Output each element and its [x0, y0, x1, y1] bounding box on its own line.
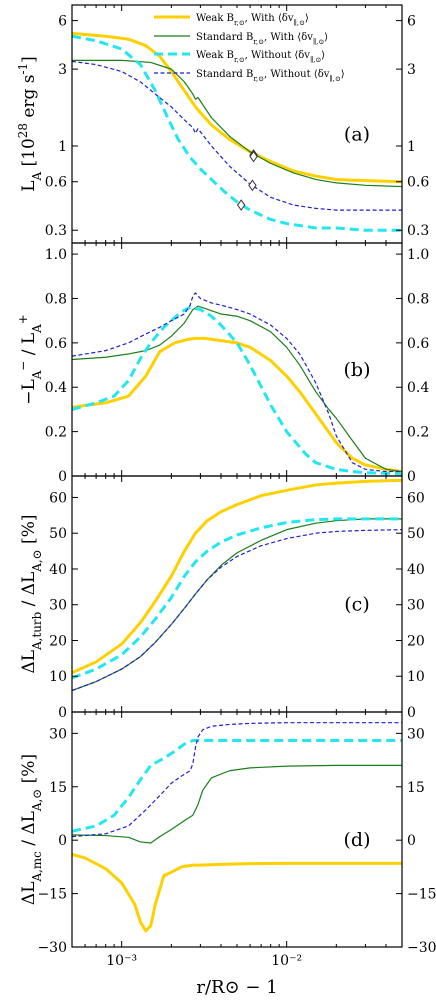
- series-line-std_without: [72, 292, 402, 473]
- panel-label: (c): [344, 594, 369, 616]
- y-axis-label: ΔLA,turb / ΔLA,⊙ [%]: [19, 515, 44, 674]
- y-tick-label-right: 40: [407, 562, 425, 578]
- panel-label: (d): [344, 829, 371, 851]
- series-line-weak_without: [72, 517, 402, 680]
- series-line-std_with: [72, 764, 402, 844]
- y-tick-label-left: 0.6: [45, 336, 67, 352]
- y-tick-label-left: −30: [37, 940, 67, 956]
- y-tick-label-right: 0: [407, 705, 416, 721]
- panel-label: (a): [344, 124, 370, 146]
- y-tick-label-right: 0: [407, 469, 416, 485]
- series-group: [72, 31, 402, 232]
- series-line-weak_without: [72, 305, 402, 476]
- x-tick-label: 10⁻²: [271, 953, 302, 969]
- y-tick-label-left: 40: [49, 562, 67, 578]
- y-tick-label-right: 0.2: [407, 425, 429, 441]
- legend-label: Standard Br,⊙, With ⟨δv∥,⊙⟩: [196, 32, 328, 46]
- series-line-std_with: [72, 59, 402, 188]
- y-tick-label-left: 30: [49, 726, 67, 742]
- legend: Weak Br,⊙, With ⟨δv∥,⊙⟩ Standard Br,⊙, Wi…: [154, 13, 345, 83]
- series-line-std_without: [72, 60, 402, 211]
- y-tick-label-right: −15: [407, 887, 436, 903]
- y-tick-label-left: 15: [49, 780, 67, 796]
- y-tick-label-left: 0: [58, 833, 67, 849]
- y-tick-label-left: 0.4: [45, 380, 67, 396]
- y-axis-label: −LA− / LA+: [16, 314, 44, 405]
- y-tick-label-left: 0.6: [45, 175, 67, 191]
- series-group: [72, 478, 402, 692]
- series-line-std_without: [72, 722, 402, 838]
- legend-item: Weak Br,⊙, Without ⟨δv∥,⊙⟩: [154, 50, 325, 64]
- y-tick-label-right: 0.3: [407, 223, 429, 239]
- y-tick-label-left: 60: [49, 490, 67, 506]
- legend-label: Standard Br,⊙, Without ⟨δv∥,⊙⟩: [196, 69, 345, 83]
- y-tick-label-right: 20: [407, 633, 425, 649]
- legend-label: Weak Br,⊙, With ⟨δv∥,⊙⟩: [196, 13, 309, 27]
- series-line-weak_with: [72, 478, 402, 675]
- y-tick-label-left: 50: [49, 526, 67, 542]
- y-tick-label-left: 1.0: [45, 247, 67, 263]
- y-tick-label-left: 0.2: [45, 425, 67, 441]
- y-tick-label-left: 0.3: [45, 223, 67, 239]
- y-tick-label-right: 3: [407, 62, 416, 78]
- y-tick-label-left: 0: [58, 469, 67, 485]
- panel-b: 0 0 0.2 0.2 0.4 0.4 0.6 0.6 0.8 0.8 1.0 1.0 −LA− / L…: [16, 242, 429, 485]
- panel-d: −30 −30 −15 −15 0 0 15 15 30 30 ΔLA,mc / ΔLA,⊙ [%]…: [19, 711, 436, 956]
- y-tick-label-left: 6: [58, 14, 67, 30]
- x-axis: 10⁻³ 10⁻² r/R⊙ − 1: [106, 953, 302, 998]
- y-tick-label-right: 15: [407, 780, 425, 796]
- legend-label: Weak Br,⊙, Without ⟨δv∥,⊙⟩: [196, 50, 325, 64]
- legend-item: Weak Br,⊙, With ⟨δv∥,⊙⟩: [154, 13, 309, 27]
- x-tick-label: 10⁻³: [106, 953, 137, 969]
- series-line-weak_with: [72, 852, 402, 933]
- y-tick-label-left: 0: [58, 705, 67, 721]
- y-tick-label-right: 0.6: [407, 175, 429, 191]
- y-tick-label-right: 1.0: [407, 247, 429, 263]
- series-line-weak_without: [72, 738, 402, 833]
- marker-diamond: [248, 179, 257, 192]
- y-tick-label-left: 10: [49, 669, 67, 685]
- y-tick-label-right: 60: [407, 490, 425, 506]
- series-group: [72, 292, 402, 476]
- y-tick-label-left: 30: [49, 598, 67, 614]
- y-tick-label-left: 3: [58, 62, 67, 78]
- y-tick-label-right: 0: [407, 833, 416, 849]
- y-tick-label-right: 10: [407, 669, 425, 685]
- y-axis-label: ΔLA,mc / ΔLA,⊙ [%]: [19, 754, 44, 905]
- series-group: [72, 722, 402, 933]
- y-tick-label-right: 1: [407, 139, 416, 155]
- y-tick-label-right: −30: [407, 940, 436, 956]
- y-tick-label-left: 1: [58, 139, 67, 155]
- series-line-weak_with: [72, 31, 402, 184]
- y-axis-label: LA [1028 erg s-1]: [16, 56, 44, 192]
- panel-c: 0 0 10 10 20 20 30 30 40 40 50 50 60 60 ΔLA,turb / ΔLA…: [19, 475, 425, 721]
- y-tick-label-right: 0.4: [407, 380, 429, 396]
- x-axis-label: r/R⊙ − 1: [196, 977, 277, 998]
- y-tick-label-right: 30: [407, 726, 425, 742]
- legend-item: Standard Br,⊙, Without ⟨δv∥,⊙⟩: [154, 69, 345, 83]
- y-tick-label-right: 30: [407, 598, 425, 614]
- y-tick-label-left: 0.8: [45, 291, 67, 307]
- series-line-weak_without: [72, 34, 402, 232]
- marker-diamond: [249, 150, 258, 163]
- legend-item: Standard Br,⊙, With ⟨δv∥,⊙⟩: [154, 32, 328, 46]
- marker-diamond: [236, 199, 246, 211]
- y-tick-label-right: 0.6: [407, 336, 429, 352]
- panel-label: (b): [344, 359, 371, 381]
- series-line-std_without: [72, 529, 402, 692]
- y-tick-label-left: −15: [37, 887, 67, 903]
- y-tick-label-right: 0.8: [407, 291, 429, 307]
- y-tick-label-left: 20: [49, 633, 67, 649]
- panel-a: 0.3 0.3 0.6 0.6 1 1 3 3 6 6 LA [1028 erg s-1] (a): [16, 4, 429, 244]
- y-tick-label-right: 50: [407, 526, 425, 542]
- panels-group: 0.3 0.30.6 0.61 13 36 6LA [1028 erg s-1](a)0 0…: [16, 4, 436, 956]
- y-tick-label-right: 6: [407, 14, 416, 30]
- series-line-std_with: [72, 305, 402, 473]
